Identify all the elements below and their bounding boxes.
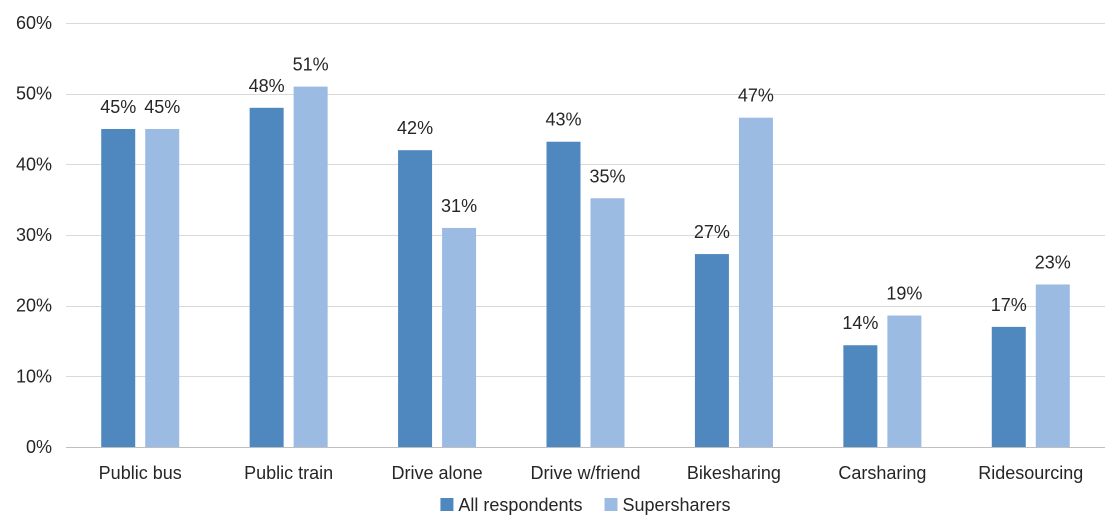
data-label: 51% — [293, 55, 329, 75]
bar — [546, 141, 581, 447]
legend-item: All respondents — [440, 495, 583, 515]
data-label: 47% — [738, 86, 774, 106]
bar — [249, 107, 284, 448]
x-axis-categories: Public bus Public train Drive alone Drive w… — [99, 463, 1084, 483]
data-label: 31% — [441, 196, 477, 216]
y-tick-label: 50% — [16, 84, 52, 104]
legend-label: All respondents — [458, 495, 582, 515]
legend-swatch — [440, 498, 454, 511]
bar — [887, 315, 922, 447]
data-label: 14% — [842, 313, 878, 333]
category-label: Bikesharing — [687, 463, 781, 483]
category-label: Carsharing — [838, 463, 926, 483]
y-axis-ticks: 0% 10% 20% 30% 40% 50% 60% — [16, 13, 52, 457]
legend-swatch — [604, 498, 618, 511]
bar — [101, 129, 136, 447]
data-label: 45% — [100, 97, 136, 117]
y-tick-label: 0% — [26, 437, 52, 457]
bar — [590, 198, 625, 447]
data-label: 19% — [886, 284, 922, 304]
category-label: Drive alone — [392, 463, 483, 483]
gridlines — [66, 23, 1105, 448]
data-label: 43% — [545, 110, 581, 130]
bar — [843, 345, 878, 447]
data-label: 27% — [694, 222, 730, 242]
category-label: Public bus — [99, 463, 182, 483]
legend-item: Supersharers — [604, 495, 731, 515]
bar — [694, 254, 729, 447]
bar — [1035, 284, 1070, 447]
y-tick-label: 60% — [16, 13, 52, 33]
category-label: Ridesourcing — [978, 463, 1083, 483]
category-label: Drive w/friend — [530, 463, 640, 483]
data-label: 42% — [397, 118, 433, 138]
data-label: 17% — [991, 295, 1027, 315]
data-label: 35% — [589, 166, 625, 186]
data-label: 48% — [249, 76, 285, 96]
bar — [145, 129, 180, 447]
data-label: 23% — [1035, 252, 1071, 272]
legend-label: Supersharers — [623, 495, 731, 515]
category-label: Public train — [244, 463, 333, 483]
y-tick-label: 20% — [16, 296, 52, 316]
data-labels: 45% 45% 48% 51% 42% 31% 43% 35% 27% 47% 14% 19% 17% 2… — [100, 55, 1071, 334]
bar — [738, 117, 773, 448]
bar — [991, 326, 1026, 447]
y-tick-label: 40% — [16, 154, 52, 174]
data-label: 45% — [144, 97, 180, 117]
bar — [442, 227, 477, 447]
bar — [398, 150, 433, 447]
y-tick-label: 10% — [16, 366, 52, 386]
bar — [293, 86, 328, 447]
bars — [101, 86, 1070, 448]
y-tick-label: 30% — [16, 225, 52, 245]
legend: All respondents Supersharers — [440, 495, 731, 515]
